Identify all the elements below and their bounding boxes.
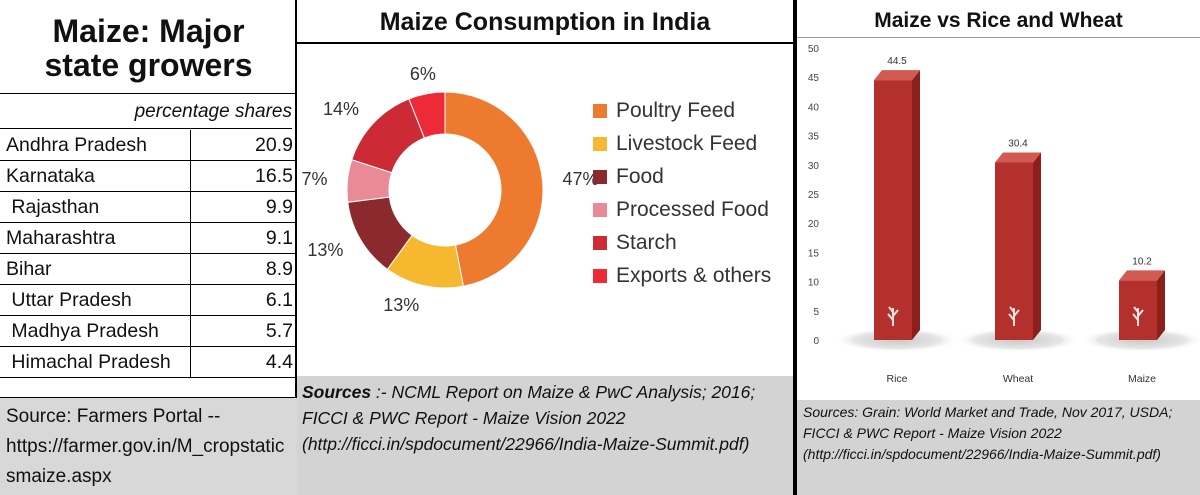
legend-swatch (593, 235, 607, 250)
x-category-label: Maize (1128, 373, 1156, 385)
y-tick-label: 20 (808, 219, 820, 230)
y-tick-label: 35 (808, 132, 820, 143)
table-row: Andhra Pradesh 20.9 (0, 130, 297, 162)
legend-label: Processed Food (616, 197, 769, 221)
legend-item: Food (593, 160, 771, 193)
state-share-value: 4.4 (190, 346, 297, 379)
legend-label: Poultry Feed (616, 98, 736, 122)
comparison-panel: Maize vs Rice and Wheat 0 5 10 15 20 25 30 35 40… (795, 0, 1200, 495)
donut-legend: Poultry Feed Livestock Feed Food Processed … (593, 94, 771, 292)
bar-side (912, 70, 920, 340)
bar (874, 80, 912, 340)
legend-label: Livestock Feed (616, 131, 758, 155)
title-line-2: state growers (44, 47, 253, 83)
y-tick-label: 15 (808, 248, 820, 259)
bar-side (1033, 152, 1041, 340)
state-name: Uttar Pradesh (0, 284, 191, 317)
legend-swatch (593, 136, 607, 151)
state-table: Andhra Pradesh 20.9 Karnataka 16.5 Rajastha… (0, 130, 297, 379)
legend-swatch (593, 103, 607, 118)
state-source-note: Source: Farmers Portal -- https://farmer… (0, 397, 297, 495)
state-name: Andhra Pradesh (0, 130, 191, 162)
state-share-value: 9.9 (190, 191, 297, 224)
donut-chart: 47% 13% 13% 7% 14% 6% (302, 64, 597, 315)
bar-value-label: 44.5 (887, 56, 907, 67)
y-tick-label: 45 (808, 73, 820, 84)
state-share-value: 9.1 (190, 222, 297, 255)
table-row: Rajasthan 9.9 (0, 191, 297, 224)
grain-icon (1132, 306, 1144, 326)
bar-value-label: 30.4 (1008, 138, 1028, 149)
consumption-title: Maize Consumption in India (297, 0, 793, 44)
bar-top (995, 152, 1041, 163)
state-name: Himachal Pradesh (0, 346, 191, 379)
y-tick-label: 50 (808, 44, 820, 55)
table-row: Madhya Pradesh 5.7 (0, 315, 297, 348)
consumption-source-note: Sources :- NCML Report on Maize & PwC An… (297, 376, 793, 495)
state-name: Maharashtra (0, 222, 191, 255)
bar-chart: 0 5 10 15 20 25 30 35 40 45 50 44.5 Rice 30.4 Wheat 10.… (808, 44, 1200, 385)
legend-item: Processed Food (593, 193, 771, 226)
table-row: Himachal Pradesh 4.4 (0, 346, 297, 379)
legend-item: Starch (593, 226, 771, 259)
y-tick-label: 30 (808, 161, 820, 172)
y-tick-label: 5 (813, 307, 819, 318)
y-tick-label: 25 (808, 190, 820, 201)
legend-label: Exports & others (616, 263, 772, 287)
grain-icon (887, 306, 899, 326)
consumption-panel: Maize Consumption in India 47% 13% 13% 7% 14… (297, 0, 795, 495)
state-name: Karnataka (0, 160, 191, 193)
comparison-source-note: Sources: Grain: World Market and Trade, … (797, 400, 1200, 495)
bar-side (1157, 270, 1165, 340)
slice-percent-label: 7% (302, 169, 328, 189)
state-share-value: 8.9 (190, 253, 297, 286)
y-tick-label: 40 (808, 102, 820, 113)
state-growers-title: Maize: Major state growers (0, 2, 297, 94)
x-category-label: Rice (886, 373, 907, 385)
state-name: Bihar (0, 253, 191, 286)
table-row: Maharashtra 9.1 (0, 222, 297, 255)
comparison-title: Maize vs Rice and Wheat (797, 4, 1200, 38)
table-row: Karnataka 16.5 (0, 160, 297, 193)
legend-swatch (593, 202, 607, 217)
x-category-label: Wheat (1003, 373, 1033, 385)
state-growers-panel: Maize: Major state growers percentage sh… (0, 0, 297, 495)
table-row: Bihar 8.9 (0, 253, 297, 286)
slice-percent-label: 47% (562, 169, 597, 189)
source-text: :- NCML Report on Maize & PwC Analysis; … (302, 382, 756, 454)
slice-percent-label: 13% (307, 240, 343, 260)
grain-icon (1008, 306, 1020, 326)
source-heading: Sources (302, 382, 372, 402)
slice-percent-label: 6% (410, 64, 436, 84)
y-tick-label: 10 (808, 278, 820, 289)
y-tick-label: 0 (813, 336, 819, 347)
state-share-value: 16.5 (190, 160, 297, 193)
state-name: Madhya Pradesh (0, 315, 191, 348)
legend-item: Exports & others (593, 259, 771, 292)
slice-percent-label: 14% (323, 99, 359, 119)
table-row: Uttar Pradesh 6.1 (0, 284, 297, 317)
table-subtitle: percentage shares (0, 96, 292, 129)
legend-swatch (593, 169, 607, 184)
slice-percent-label: 13% (383, 295, 419, 315)
state-name: Rajasthan (0, 191, 191, 224)
state-share-value: 6.1 (190, 284, 297, 317)
legend-label: Starch (616, 230, 677, 254)
donut-slice (444, 91, 544, 287)
bar-top (1119, 270, 1165, 281)
legend-item: Livestock Feed (593, 127, 771, 160)
donut-slice (408, 91, 446, 139)
title-line-1: Maize: Major (52, 13, 245, 49)
state-share-value: 5.7 (190, 315, 297, 348)
bar-top (874, 70, 920, 81)
legend-label: Food (616, 164, 664, 188)
bar-value-label: 10.2 (1132, 256, 1152, 267)
state-share-value: 20.9 (190, 130, 297, 162)
legend-swatch (593, 268, 607, 283)
legend-item: Poultry Feed (593, 94, 771, 127)
